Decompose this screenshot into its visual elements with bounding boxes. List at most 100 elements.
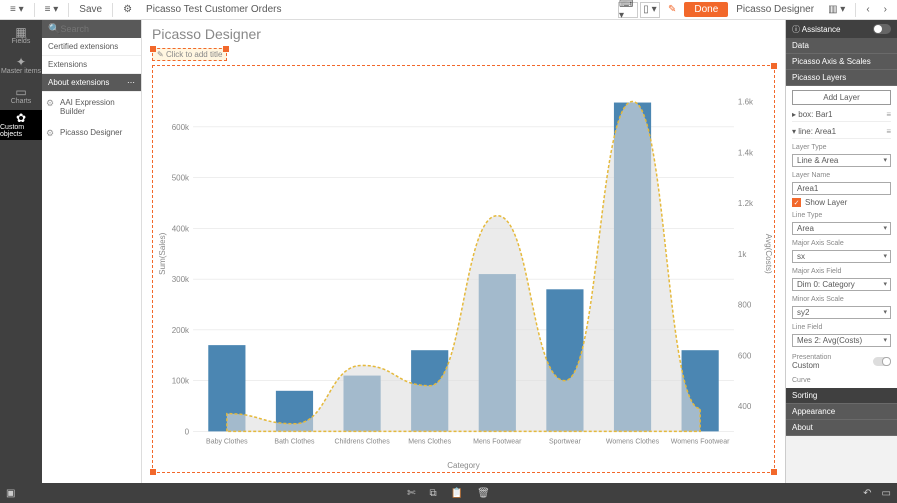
section-about[interactable]: About — [786, 420, 897, 436]
prop-header: ⓘ Assistance — [786, 20, 897, 38]
svg-text:500k: 500k — [172, 174, 190, 183]
search-icon: 🔍 — [48, 24, 60, 35]
nav-charts[interactable]: ▭ Charts — [0, 80, 42, 110]
done-button[interactable]: Done — [684, 2, 728, 17]
select-minor-axis-scale[interactable]: sy2 — [792, 306, 891, 319]
svg-text:Womens Footwear: Womens Footwear — [671, 439, 730, 446]
checkbox-show-layer[interactable]: ✓ — [792, 198, 801, 207]
nav-custom-objects[interactable]: ✿ Custom objects — [0, 110, 42, 140]
bottom-bar: ▣ ✄ ⧉ 📋 🗑 ↶ ▭ — [0, 483, 897, 503]
save-button[interactable]: Save — [73, 2, 108, 18]
label-layer-type: Layer Type — [792, 144, 891, 151]
next-sheet[interactable]: › — [878, 2, 893, 18]
chart-svg: 0100k200k300k400k500k600k4006008001k1.2k… — [153, 66, 774, 472]
section-data[interactable]: Data — [786, 38, 897, 54]
sheet-dropdown[interactable]: ▥ ▾ — [822, 2, 851, 18]
sidebar-sub-aai[interactable]: AAI Expression Builder — [42, 92, 141, 122]
expand-panel-icon[interactable]: ▣ — [6, 488, 15, 499]
section-layers[interactable]: Picasso Layers — [786, 70, 897, 86]
app-title: Picasso Test Customer Orders — [146, 4, 281, 15]
section-sorting[interactable]: Sorting — [786, 388, 897, 404]
add-layer-button[interactable]: Add Layer — [792, 90, 891, 105]
cut-icon[interactable]: ✄ — [407, 488, 415, 499]
drag-handle-icon[interactable]: ≡ — [886, 110, 891, 119]
svg-text:300k: 300k — [172, 275, 190, 284]
svg-text:200k: 200k — [172, 326, 190, 335]
copy-icon[interactable]: ⧉ — [430, 488, 437, 499]
assistance-toggle[interactable] — [873, 24, 891, 34]
svg-text:1.2k: 1.2k — [738, 199, 754, 208]
drag-handle-icon[interactable]: ≡ — [886, 127, 891, 136]
nav-fields[interactable]: ▦ Fields — [0, 20, 42, 50]
select-major-axis-scale[interactable]: sx — [792, 250, 891, 263]
input-layer-name[interactable]: Area1 — [792, 182, 891, 195]
menu-dropdown-2[interactable]: ≡ ▾ — [39, 2, 65, 18]
undo-icon[interactable]: ↶ — [863, 488, 871, 499]
mobile-dropdown[interactable]: ▯ ▾ — [640, 2, 660, 18]
label-major-axis-field: Major Axis Field — [792, 268, 891, 275]
fields-icon: ▦ — [15, 26, 26, 38]
select-major-axis-field[interactable]: Dim 0: Category — [792, 278, 891, 291]
left-nav: ▦ Fields ✦ Master items ▭ Charts ✿ Custo… — [0, 20, 42, 483]
svg-text:Mens Clothes: Mens Clothes — [408, 439, 451, 446]
layer-row-bar1[interactable]: ▸ box: Bar1 ≡ — [792, 108, 891, 122]
designer-label: Picasso Designer — [730, 4, 820, 15]
custom-objects-icon: ✿ — [16, 112, 26, 124]
svg-text:1.4k: 1.4k — [738, 148, 754, 157]
svg-text:600: 600 — [738, 351, 752, 360]
label-minor-axis-scale: Minor Axis Scale — [792, 296, 891, 303]
edit-icon[interactable]: ✎ — [662, 2, 682, 18]
section-appearance[interactable]: Appearance — [786, 404, 897, 420]
nav-label: Fields — [12, 38, 31, 45]
chart-subtitle-placeholder[interactable]: ✎ Click to add title — [152, 48, 227, 61]
svg-text:Womens Clothes: Womens Clothes — [606, 439, 660, 446]
svg-text:Mens Footwear: Mens Footwear — [473, 439, 522, 446]
nav-label: Charts — [11, 98, 32, 105]
more-icon[interactable]: ⋯ — [127, 78, 135, 87]
nav-label: Custom objects — [0, 124, 42, 138]
svg-text:800: 800 — [738, 301, 752, 310]
asset-sidebar: 🔍 Certified extensions Extensions About … — [42, 20, 142, 483]
layers-body: Add Layer ▸ box: Bar1 ≡ ▾ line: Area1 ≡ … — [786, 86, 897, 388]
charts-icon: ▭ — [15, 86, 26, 98]
select-line-field[interactable]: Mes 2: Avg(Costs) — [792, 334, 891, 347]
topbar-left: ≡ ▾ ≡ ▾ Save ⚙ Picasso Test Customer Ord… — [4, 2, 281, 18]
nav-master-items[interactable]: ✦ Master items — [0, 50, 42, 80]
row-show-layer[interactable]: ✓ Show Layer — [792, 198, 891, 207]
select-line-type[interactable]: Area — [792, 222, 891, 235]
layer-row-area1[interactable]: ▾ line: Area1 ≡ — [792, 125, 891, 139]
paste-icon[interactable]: 📋 — [451, 488, 463, 499]
label-major-axis-scale: Major Axis Scale — [792, 240, 891, 247]
topbar-right: ⌨ ▾ ▯ ▾ ✎ Done Picasso Designer ▥ ▾ ‹ › — [618, 2, 893, 18]
chart-title: Picasso Designer — [142, 20, 785, 48]
menu-dropdown[interactable]: ≡ ▾ — [4, 2, 30, 18]
svg-text:Baby Clothes: Baby Clothes — [206, 439, 248, 446]
sidebar-item-extensions[interactable]: Extensions — [42, 56, 141, 74]
sidebar-item-about-extensions[interactable]: About extensions ⋯ — [42, 74, 141, 92]
select-layer-type[interactable]: Line & Area — [792, 154, 891, 167]
master-items-icon: ✦ — [16, 56, 26, 68]
svg-text:1.6k: 1.6k — [738, 98, 754, 107]
sidebar-item-certified[interactable]: Certified extensions — [42, 38, 141, 56]
topbar: ≡ ▾ ≡ ▾ Save ⚙ Picasso Test Customer Ord… — [0, 0, 897, 20]
presentation-toggle[interactable] — [873, 357, 891, 366]
label-curve: Curve — [792, 377, 891, 384]
svg-text:1k: 1k — [738, 250, 747, 259]
grid-icon[interactable]: ▭ — [882, 488, 891, 499]
svg-text:400: 400 — [738, 402, 752, 411]
svg-text:600k: 600k — [172, 123, 190, 132]
properties-panel: ⓘ Assistance Data Picasso Axis & Scales … — [785, 20, 897, 483]
svg-text:Sportwear: Sportwear — [549, 439, 582, 446]
prev-sheet[interactable]: ‹ — [860, 2, 875, 18]
svg-text:0: 0 — [185, 427, 190, 436]
chart-canvas[interactable]: 0100k200k300k400k500k600k4006008001k1.2k… — [152, 65, 775, 473]
label-line-field: Line Field — [792, 324, 891, 331]
section-axis-scales[interactable]: Picasso Axis & Scales — [786, 54, 897, 70]
main: ▦ Fields ✦ Master items ▭ Charts ✿ Custo… — [0, 20, 897, 483]
device-dropdown[interactable]: ⌨ ▾ — [618, 2, 638, 18]
label-line-type: Line Type — [792, 212, 891, 219]
svg-text:Category: Category — [447, 461, 479, 470]
delete-icon[interactable]: 🗑 — [477, 488, 490, 499]
label-presentation: Presentation — [792, 354, 831, 361]
sidebar-sub-picasso[interactable]: Picasso Designer — [42, 122, 141, 143]
